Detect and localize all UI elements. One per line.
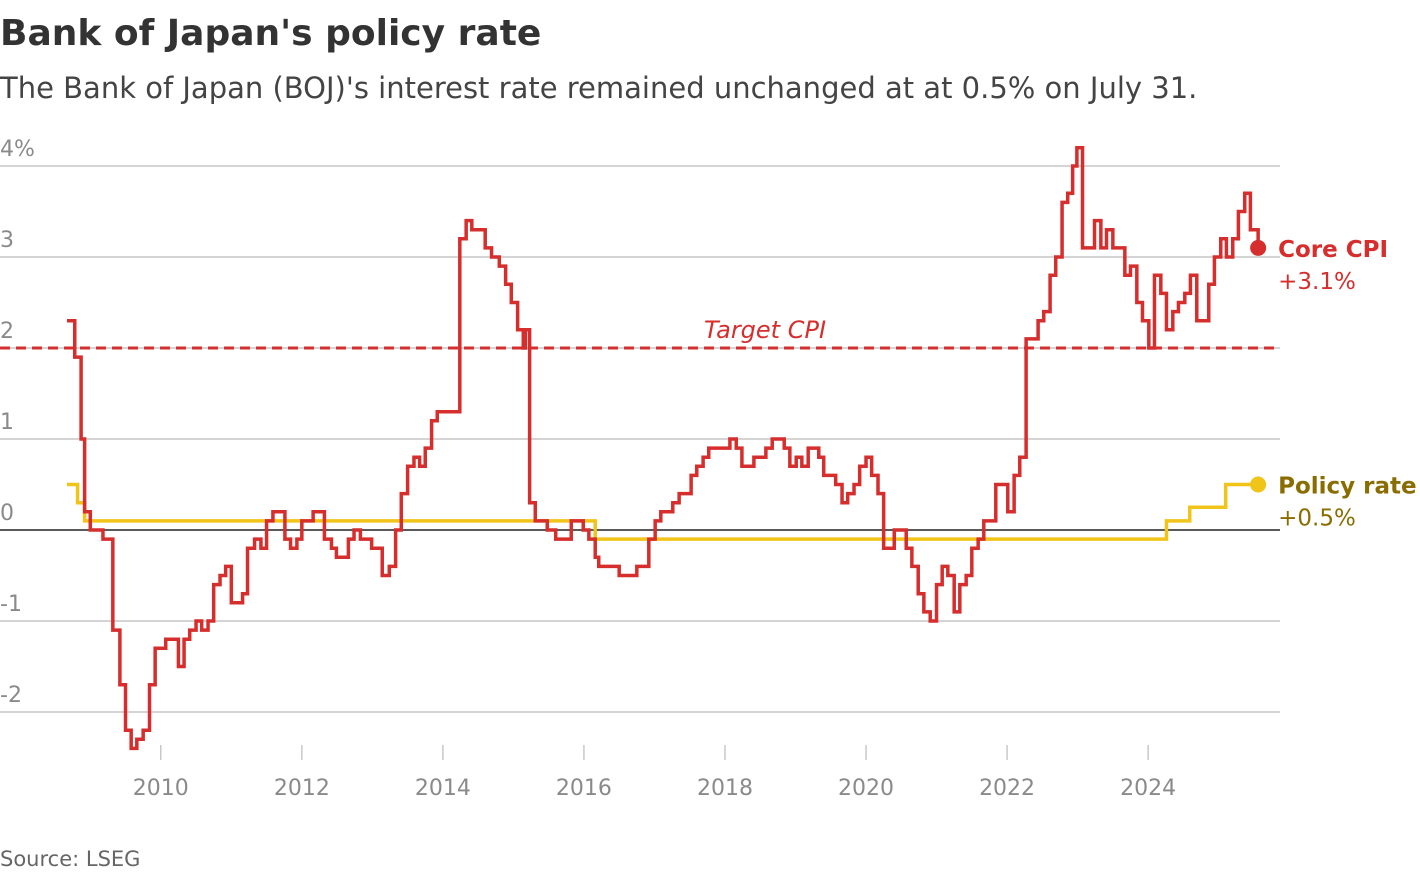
source: Source: LSEG	[0, 847, 140, 871]
end-dot	[1250, 476, 1267, 493]
y-tick-label: 1	[0, 410, 14, 435]
x-tick-label: 2022	[979, 776, 1035, 801]
chart-title: Bank of Japan's policy rate	[0, 13, 541, 54]
y-tick-label: 0	[0, 501, 14, 526]
x-tick-label: 2020	[838, 776, 894, 801]
series-line	[66, 482, 1259, 541]
end-label: +0.5%	[1278, 506, 1356, 532]
y-tick-label: 2	[0, 319, 14, 344]
x-tick-label: 2024	[1120, 776, 1176, 801]
x-tick-label: 2012	[274, 776, 330, 801]
series-line	[66, 146, 1260, 751]
series-label: Core CPI	[1278, 237, 1388, 263]
series-label: Policy rate	[1278, 474, 1417, 500]
y-tick-label: 4%	[0, 137, 35, 162]
y-tick-label: -1	[0, 592, 22, 617]
y-tick-label: -2	[0, 683, 22, 708]
y-tick-label: 3	[0, 228, 14, 253]
x-tick-label: 2010	[133, 776, 189, 801]
x-tick-label: 2014	[415, 776, 471, 801]
end-label: +3.1%	[1278, 269, 1356, 295]
target-label: Target CPI	[704, 316, 826, 344]
x-tick-label: 2016	[556, 776, 612, 801]
x-tick-label: 2018	[697, 776, 753, 801]
chart-subtitle: The Bank of Japan (BOJ)'s interest rate …	[0, 71, 1197, 105]
end-dot	[1250, 239, 1267, 256]
